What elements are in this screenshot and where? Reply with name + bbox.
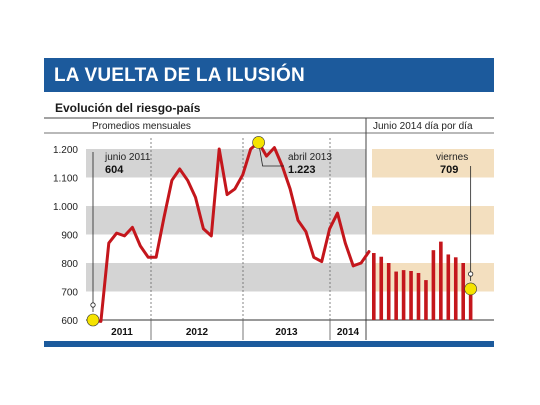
x-year-label: 2012 [186,327,209,338]
daily-bar [424,280,428,320]
y-tick-label: 900 [61,231,78,242]
annotation-label-apr2013: abril 2013 [288,152,332,163]
annotation-value-viernes: 709 [440,164,458,176]
daily-bar [439,241,443,320]
highlight-viernes [464,282,477,296]
annotation-label-viernes: viernes [436,152,468,163]
daily-bar [409,270,413,320]
annotations [86,136,477,327]
daily-bar [386,263,391,320]
annotation-value-jun2011: 604 [105,164,124,176]
daily-bar [461,263,465,320]
band-gray [86,149,366,178]
daily-bar [468,288,473,320]
highlight-apr2013 [252,136,265,149]
x-year-label: 2013 [275,327,298,338]
title-banner: LA VUELTA DE LA ILUSIÓN [44,58,494,92]
leader-dot [90,302,96,308]
y-tick-label: 600 [61,316,78,327]
leader-dot [468,271,474,277]
daily-bar [401,270,406,320]
daily-bars [372,241,473,320]
y-tick-label: 1.100 [53,174,78,185]
y-axis: 600 700 800 900 1.000 1.100 1.200 [53,145,78,327]
x-year-label: 2014 [337,327,360,338]
daily-bar [453,257,458,320]
bottom-bar [44,341,494,347]
x-axis: 2011 2012 2013 2014 [111,320,360,340]
chart-subtitle: Evolución del riesgo-país [55,101,201,115]
y-tick-label: 1.000 [53,202,78,213]
daily-bar [446,254,451,320]
series-line [91,140,371,323]
daily-bar [394,271,398,320]
panel-label-monthly: Promedios mensuales [92,121,191,132]
y-tick-label: 800 [61,259,78,270]
annotation-label-jun2011: junio 2011 [104,152,151,163]
band-beige [372,206,494,235]
daily-bar [416,272,421,320]
band-beige [372,149,494,178]
leader-apr2013 [258,142,284,167]
page-title: LA VUELTA DE LA ILUSIÓN [54,65,305,86]
y-tick-label: 1.200 [53,145,78,156]
monthly-line [91,140,371,323]
panel-label-daily: Junio 2014 día por día [373,121,473,132]
daily-bar [431,250,436,320]
daily-bar [379,256,384,320]
annotation-value-apr2013: 1.223 [288,164,316,176]
x-year-label: 2011 [111,327,133,338]
highlight-jun2011 [86,313,100,327]
band-gray [86,263,366,292]
y-tick-label: 700 [61,288,78,299]
daily-bar [372,253,376,320]
